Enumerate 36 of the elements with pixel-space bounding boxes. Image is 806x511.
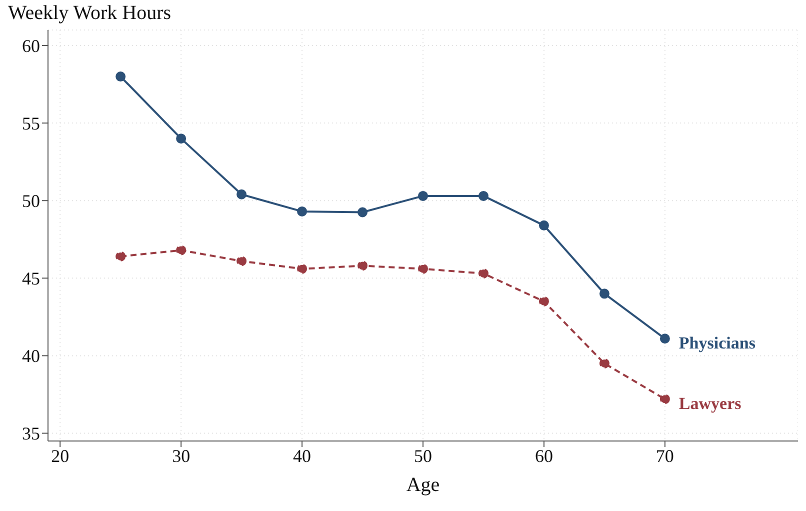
y-tick-label: 55 [22, 113, 40, 134]
x-tick-label: 60 [534, 446, 553, 466]
point [297, 264, 308, 274]
point [176, 245, 186, 256]
y-tick-label: 45 [22, 268, 40, 289]
y-tick-label: 50 [22, 190, 40, 211]
y-tick-label: 35 [22, 424, 40, 444]
point [358, 207, 368, 218]
point [599, 288, 610, 299]
x-tick-label: 40 [293, 446, 312, 466]
point [236, 256, 247, 266]
point [538, 220, 549, 230]
point [236, 189, 247, 200]
series-label: Physicians [678, 334, 756, 353]
point [116, 72, 126, 82]
point [418, 264, 428, 274]
point [116, 251, 126, 262]
x-tick-label: 50 [414, 446, 432, 466]
point [599, 358, 610, 368]
point [297, 206, 308, 216]
y-tick-label: 40 [22, 346, 40, 366]
series-label: Lawyers [678, 394, 742, 414]
x-tick-label: 20 [51, 446, 70, 466]
point [478, 268, 488, 278]
point [660, 334, 670, 344]
y-axis-title: Weekly Work Hours [8, 2, 172, 25]
point [538, 296, 549, 306]
x-tick-label: 30 [172, 446, 190, 466]
point [418, 190, 428, 201]
point [176, 134, 186, 144]
x-tick-label: 70 [656, 446, 674, 466]
point [478, 190, 488, 201]
y-tick-label: 60 [22, 36, 40, 56]
x-axis-title: Age [406, 474, 440, 496]
point [358, 260, 368, 271]
point [660, 394, 670, 404]
